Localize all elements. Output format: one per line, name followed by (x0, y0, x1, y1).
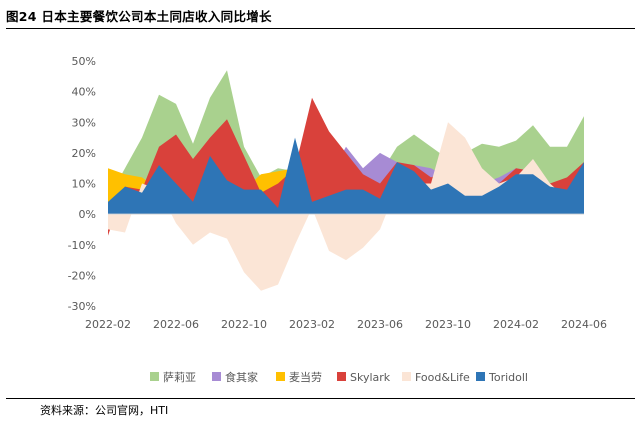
legend-item: Skylark (337, 371, 391, 384)
y-axis: 50% 40% 30% 20% 10% 0% -10% -20% -30% (68, 55, 96, 313)
y-tick-label: 20% (72, 147, 96, 160)
x-tick-label: 2022-02 (85, 318, 131, 331)
x-tick-label: 2024-06 (561, 318, 607, 331)
series-area-5 (108, 137, 584, 215)
x-tick-label: 2022-06 (153, 318, 199, 331)
x-tick-label: 2023-02 (289, 318, 335, 331)
y-tick-label: 10% (72, 178, 96, 191)
y-tick-label: -10% (68, 239, 96, 252)
source-rule (6, 398, 635, 399)
legend-item: 食其家 (212, 370, 258, 384)
legend-swatch (402, 372, 411, 381)
series-areas (108, 70, 584, 291)
legend-item: 萨莉亚 (150, 371, 196, 384)
y-tick-label: -30% (68, 300, 96, 313)
legend-item: Toridoll (476, 371, 528, 384)
legend: 萨莉亚 食其家 麦当劳 Skylark Food&Life Toridoll (150, 370, 528, 384)
title-rule (6, 28, 635, 29)
legend-label: Food&Life (415, 371, 470, 384)
x-tick-label: 2022-10 (221, 318, 267, 331)
legend-item: Food&Life (402, 371, 470, 384)
y-tick-label: 30% (72, 116, 96, 129)
source-note: 资料来源：公司官网，HTI (40, 404, 169, 417)
legend-item: 麦当劳 (276, 370, 322, 384)
y-tick-label: 40% (72, 86, 96, 99)
y-tick-label: -20% (68, 269, 96, 282)
y-tick-label: 50% (72, 55, 96, 68)
legend-label: 麦当劳 (289, 370, 322, 384)
x-tick-label: 2024-02 (493, 318, 539, 331)
y-tick-label: 0% (79, 208, 96, 221)
legend-label: 萨莉亚 (163, 371, 196, 384)
series-area-4 (108, 122, 584, 291)
figure-title: 图24 日本主要餐饮公司本土同店收入同比增长 (6, 9, 272, 24)
legend-swatch (150, 372, 159, 381)
x-tick-label: 2023-10 (425, 318, 471, 331)
legend-label: Toridoll (488, 371, 528, 384)
x-axis: 2022-02 2022-06 2022-10 2023-02 2023-06 2023-… (85, 318, 607, 331)
legend-label: Skylark (350, 371, 391, 384)
legend-swatch (337, 372, 346, 381)
legend-swatch (212, 372, 221, 381)
legend-label: 食其家 (225, 370, 258, 384)
x-tick-label: 2023-06 (357, 318, 403, 331)
legend-swatch (476, 372, 485, 381)
legend-swatch (276, 372, 285, 381)
